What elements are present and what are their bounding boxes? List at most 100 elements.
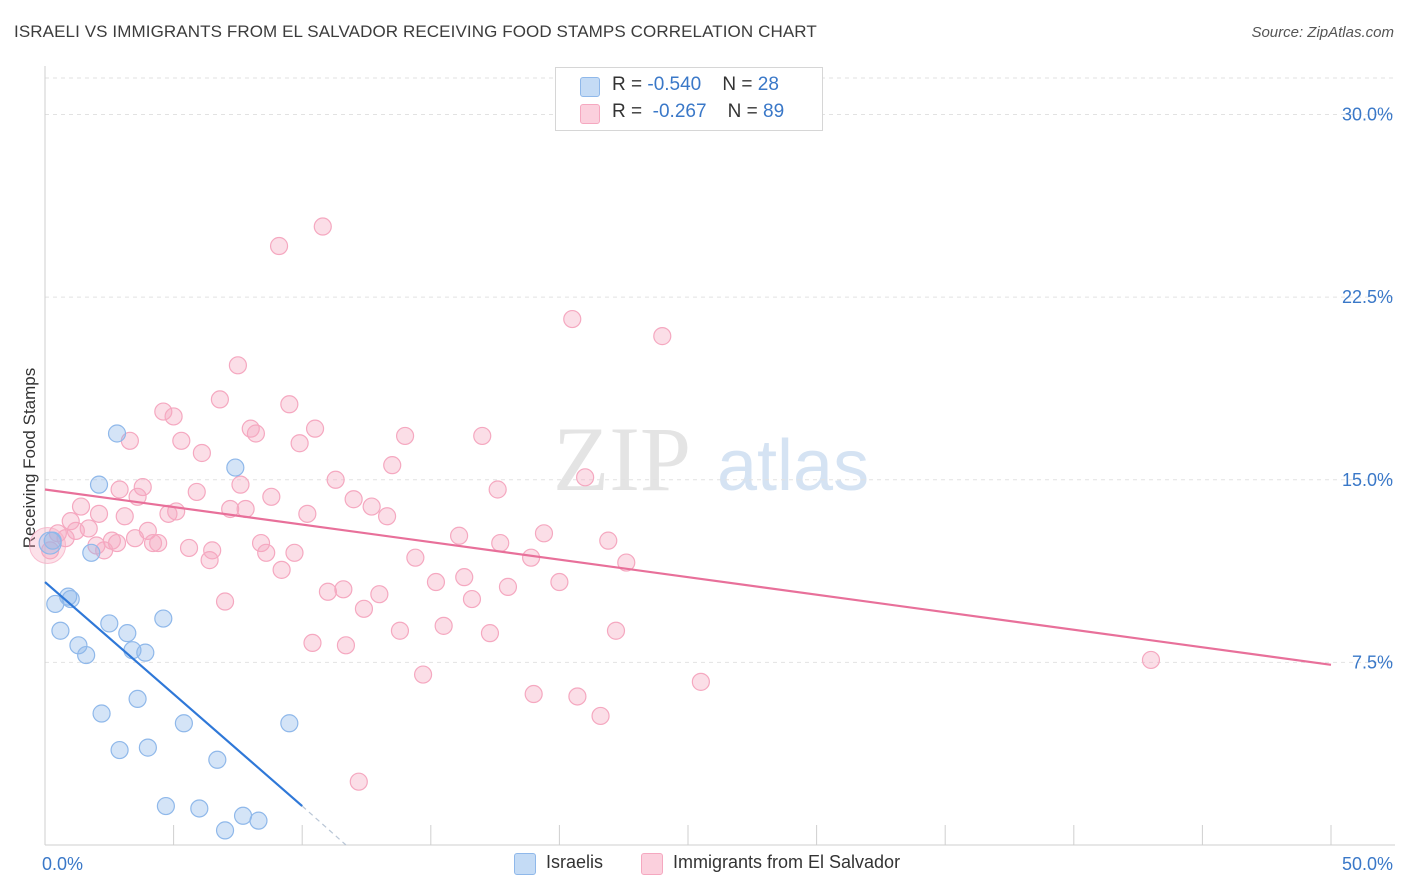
data-point-israelis — [190, 799, 209, 818]
data-point-el-salvador — [290, 434, 309, 453]
data-point-el-salvador — [563, 309, 582, 329]
data-point-el-salvador — [606, 621, 626, 640]
data-point-el-salvador — [298, 504, 317, 523]
data-point-el-salvador — [231, 475, 250, 494]
stats-legend: R = -0.540 N = 28 R = -0.267 N = 89 — [555, 67, 823, 131]
data-point-el-salvador — [473, 426, 492, 446]
data-point-el-salvador — [203, 541, 222, 560]
data-point-israelis — [154, 609, 173, 628]
data-point-el-salvador — [303, 633, 322, 653]
y-tick-label: 22.5% — [1342, 287, 1393, 307]
data-point-el-salvador — [599, 531, 618, 550]
legend-r-value-israelis: -0.540 — [647, 74, 702, 95]
data-point-el-salvador — [576, 468, 595, 487]
data-point-el-salvador — [653, 327, 672, 346]
data-point-el-salvador — [305, 419, 325, 438]
x-tick-label: 50.0% — [1342, 854, 1393, 874]
bottom-legend-swatch-el-salvador — [641, 853, 663, 875]
data-point-el-salvador — [280, 395, 299, 414]
data-point-el-salvador — [251, 533, 271, 553]
data-point-el-salvador — [617, 553, 636, 572]
legend-r-label: R = — [612, 74, 648, 95]
data-point-israelis — [100, 614, 119, 633]
legend-swatch-israelis — [580, 77, 600, 97]
data-point-el-salvador — [143, 533, 163, 553]
data-point-el-salvador — [462, 589, 482, 609]
data-point-el-salvador — [110, 480, 129, 499]
data-point-el-salvador — [413, 665, 433, 684]
data-point-el-salvador — [568, 687, 587, 706]
data-point-israelis — [226, 458, 245, 477]
data-point-israelis — [107, 424, 127, 443]
data-point-israelis — [174, 714, 193, 733]
data-point-israelis — [110, 740, 129, 760]
bottom-legend-swatch-israelis — [514, 853, 536, 875]
data-point-el-salvador — [498, 577, 518, 596]
data-point-el-salvador — [426, 572, 446, 592]
data-point-el-salvador — [362, 497, 381, 516]
data-point-el-salvador — [390, 621, 410, 640]
legend-swatch-el-salvador — [580, 104, 600, 124]
watermark-atlas: atlas — [717, 426, 869, 506]
data-point-israelis — [38, 531, 62, 555]
data-point-israelis — [138, 738, 157, 757]
data-point-el-salvador — [187, 482, 206, 502]
data-point-el-salvador — [455, 568, 474, 587]
data-point-el-salvador — [524, 684, 543, 704]
legend-r-label: R = — [612, 101, 648, 122]
x-tick-label: 0.0% — [42, 854, 83, 874]
data-point-el-salvador — [434, 616, 453, 635]
data-point-el-salvador — [215, 592, 235, 611]
data-point-el-salvador — [133, 477, 152, 497]
data-point-el-salvador — [272, 560, 291, 579]
data-point-israelis — [156, 796, 175, 816]
data-point-el-salvador — [228, 356, 247, 375]
legend-r-value-el-salvador: -0.267 — [652, 101, 707, 122]
data-point-israelis — [233, 806, 253, 825]
data-point-israelis — [69, 636, 88, 655]
data-point-el-salvador — [61, 512, 80, 531]
data-point-el-salvador — [395, 426, 415, 446]
data-point-israelis — [77, 645, 96, 665]
data-point-el-salvador — [1141, 650, 1161, 670]
data-point-el-salvador — [285, 543, 304, 562]
regression-line-el-salvador — [44, 488, 1332, 666]
data-point-el-salvador — [79, 519, 98, 538]
data-point-israelis — [249, 811, 268, 830]
data-point-el-salvador — [262, 487, 281, 506]
regression-line-israelis — [44, 581, 303, 807]
bottom-legend-label-el-salvador: Immigrants from El Salvador — [673, 852, 901, 872]
data-point-el-salvador — [154, 402, 173, 421]
data-point-el-salvador — [318, 582, 338, 601]
data-point-el-salvador — [107, 533, 127, 553]
data-point-el-salvador — [257, 543, 276, 562]
data-point-el-salvador — [488, 480, 507, 499]
data-point-el-salvador — [115, 507, 134, 526]
data-point-el-salvador — [406, 548, 425, 567]
data-point-el-salvador — [349, 772, 368, 791]
data-point-israelis — [92, 704, 111, 723]
legend-n-value-israelis: 28 — [757, 74, 779, 95]
data-point-el-salvador — [164, 407, 183, 426]
data-point-el-salvador — [313, 217, 332, 236]
data-point-el-salvador — [591, 706, 610, 726]
data-point-israelis — [208, 750, 227, 769]
data-point-israelis — [280, 714, 299, 733]
data-point-israelis — [136, 643, 155, 662]
data-point-israelis — [128, 689, 147, 709]
data-point-el-salvador — [172, 431, 191, 450]
data-point-el-salvador — [449, 526, 469, 545]
data-point-el-salvador — [480, 624, 500, 643]
data-point-el-salvador — [344, 490, 363, 509]
data-point-israelis — [82, 543, 101, 562]
data-point-el-salvador — [550, 572, 569, 592]
chart-source: Source: ZipAtlas.com — [1251, 24, 1394, 41]
data-point-el-salvador — [210, 390, 229, 409]
data-point-el-salvador — [89, 504, 109, 523]
data-point-el-salvador — [534, 524, 554, 543]
data-point-el-salvador — [334, 580, 353, 599]
data-point-el-salvador — [149, 533, 168, 553]
data-point-el-salvador — [192, 443, 211, 463]
data-point-israelis — [61, 589, 80, 609]
